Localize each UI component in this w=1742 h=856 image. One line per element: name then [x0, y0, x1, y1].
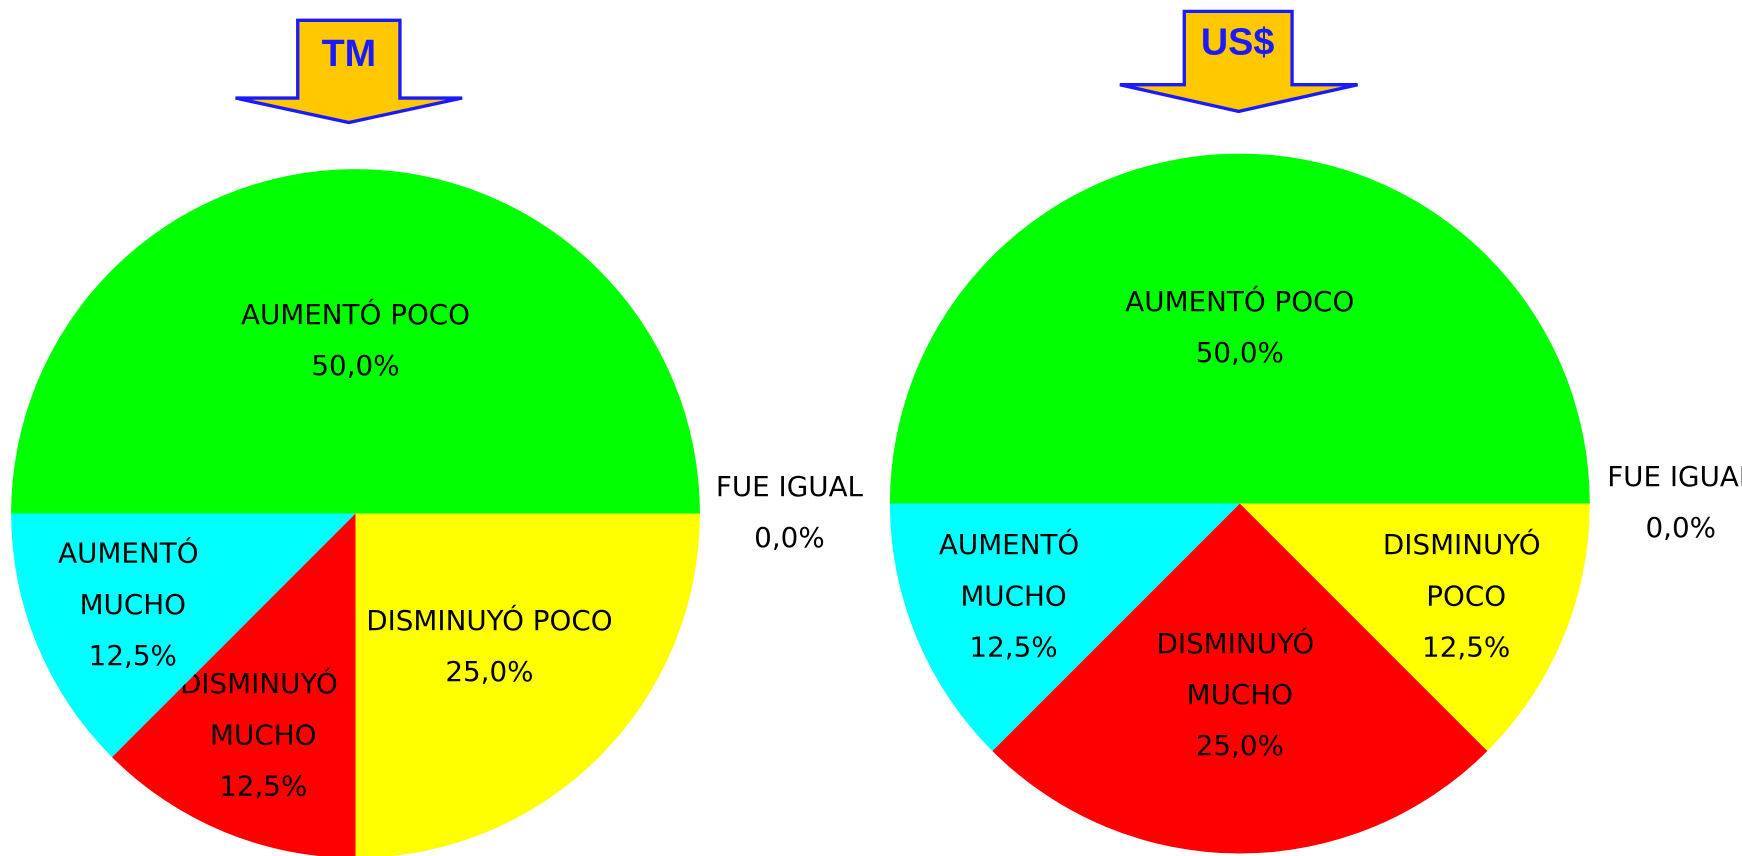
- value-label: 0,0%: [1646, 511, 1717, 544]
- title-arrow: TM: [235, 18, 463, 125]
- slice-label: AUMENTÓ MUCHO: [58, 536, 207, 621]
- slice-label: DISMINUYÓ POCO: [366, 603, 612, 637]
- slice-label: FUE IGUAL: [716, 470, 864, 503]
- value-label: 12,5%: [1422, 630, 1510, 663]
- value-label: 25,0%: [1196, 729, 1284, 762]
- slice-label: AUMENTÓ POCO: [241, 297, 470, 331]
- value-label: 12,5%: [219, 769, 307, 802]
- title-arrow: US$: [1119, 9, 1358, 114]
- value-label: 12,5%: [969, 630, 1057, 663]
- slice-label: AUMENTÓ MUCHO: [939, 527, 1088, 612]
- pie-slice: [992, 503, 1488, 854]
- pie-slice: [111, 513, 356, 856]
- value-label: 50,0%: [311, 349, 399, 382]
- slice-label: DISMINUYÓ POCO: [1383, 527, 1550, 612]
- slice-label: DISMINUYÓ MUCHO: [1157, 626, 1324, 711]
- pie-slice: [11, 513, 356, 758]
- slice-label: DISMINUYÓ MUCHO: [180, 666, 347, 751]
- chart-title: US$: [1201, 22, 1274, 64]
- slice-label: FUE IGUAL: [1607, 460, 1742, 493]
- slice-label: AUMENTÓ POCO: [1125, 284, 1354, 318]
- value-label: 0,0%: [754, 521, 825, 554]
- pie-slice: [889, 153, 1590, 504]
- chart-title: TM: [322, 33, 377, 75]
- value-label: 25,0%: [445, 655, 533, 688]
- pie-slice: [1239, 503, 1590, 752]
- pie-slice: [889, 503, 1240, 752]
- pie-slice: [355, 513, 700, 856]
- value-label: 12,5%: [89, 639, 177, 672]
- pie-slice: [11, 169, 700, 514]
- value-label: 50,0%: [1196, 336, 1284, 369]
